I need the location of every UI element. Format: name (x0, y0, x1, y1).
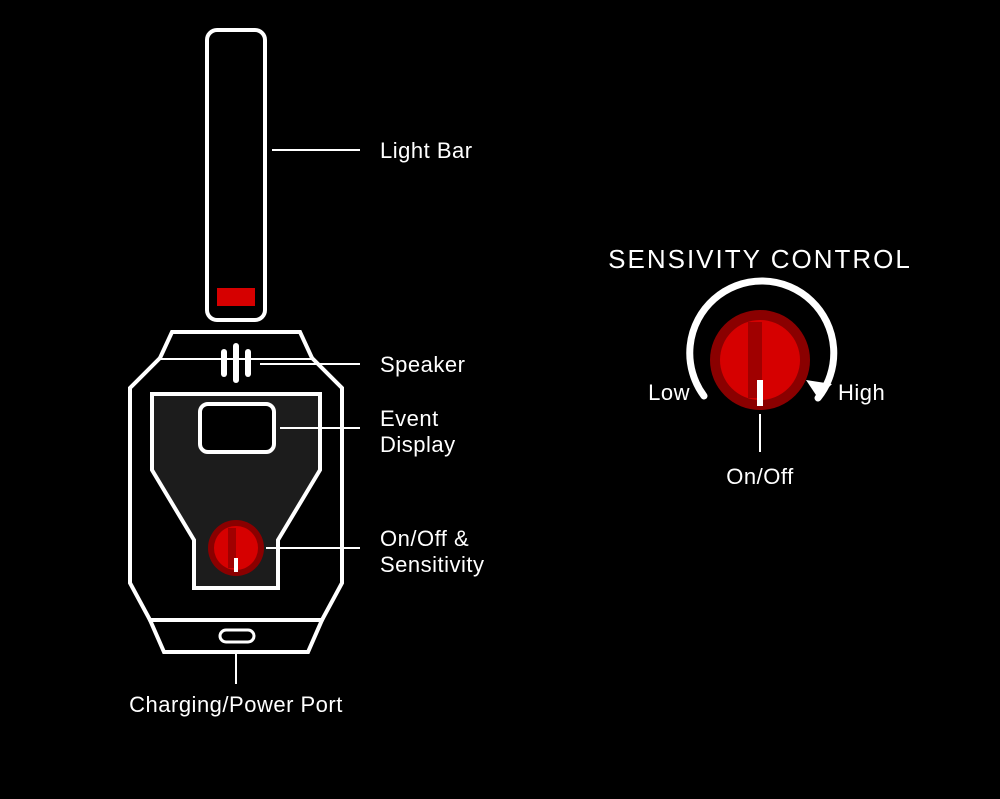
light-bar (207, 30, 265, 320)
label-speaker: Speaker (380, 352, 465, 377)
device-diagram: Light Bar Speaker Event Display On/Off &… (0, 0, 1000, 799)
event-display (200, 404, 274, 452)
label-low: Low (648, 380, 690, 405)
device (130, 30, 342, 652)
label-light-bar: Light Bar (380, 138, 473, 163)
label-onoff-2: Sensitivity (380, 552, 485, 577)
light-bar-indicator (217, 288, 255, 306)
label-onoff-bottom: On/Off (726, 464, 794, 489)
label-high: High (838, 380, 885, 405)
charging-port-icon (220, 630, 254, 642)
device-base (150, 620, 322, 652)
sensitivity-control: SENSIVITY CONTROL Low High On/Off (608, 244, 912, 489)
sensitivity-title: SENSIVITY CONTROL (608, 244, 912, 274)
label-onoff-1: On/Off & (380, 526, 469, 551)
sensitivity-knob-large[interactable] (710, 310, 810, 410)
sensitivity-knob-small[interactable] (208, 520, 264, 576)
label-event-display-2: Display (380, 432, 456, 457)
label-event-display-1: Event (380, 406, 439, 431)
label-charging: Charging/Power Port (129, 692, 343, 717)
